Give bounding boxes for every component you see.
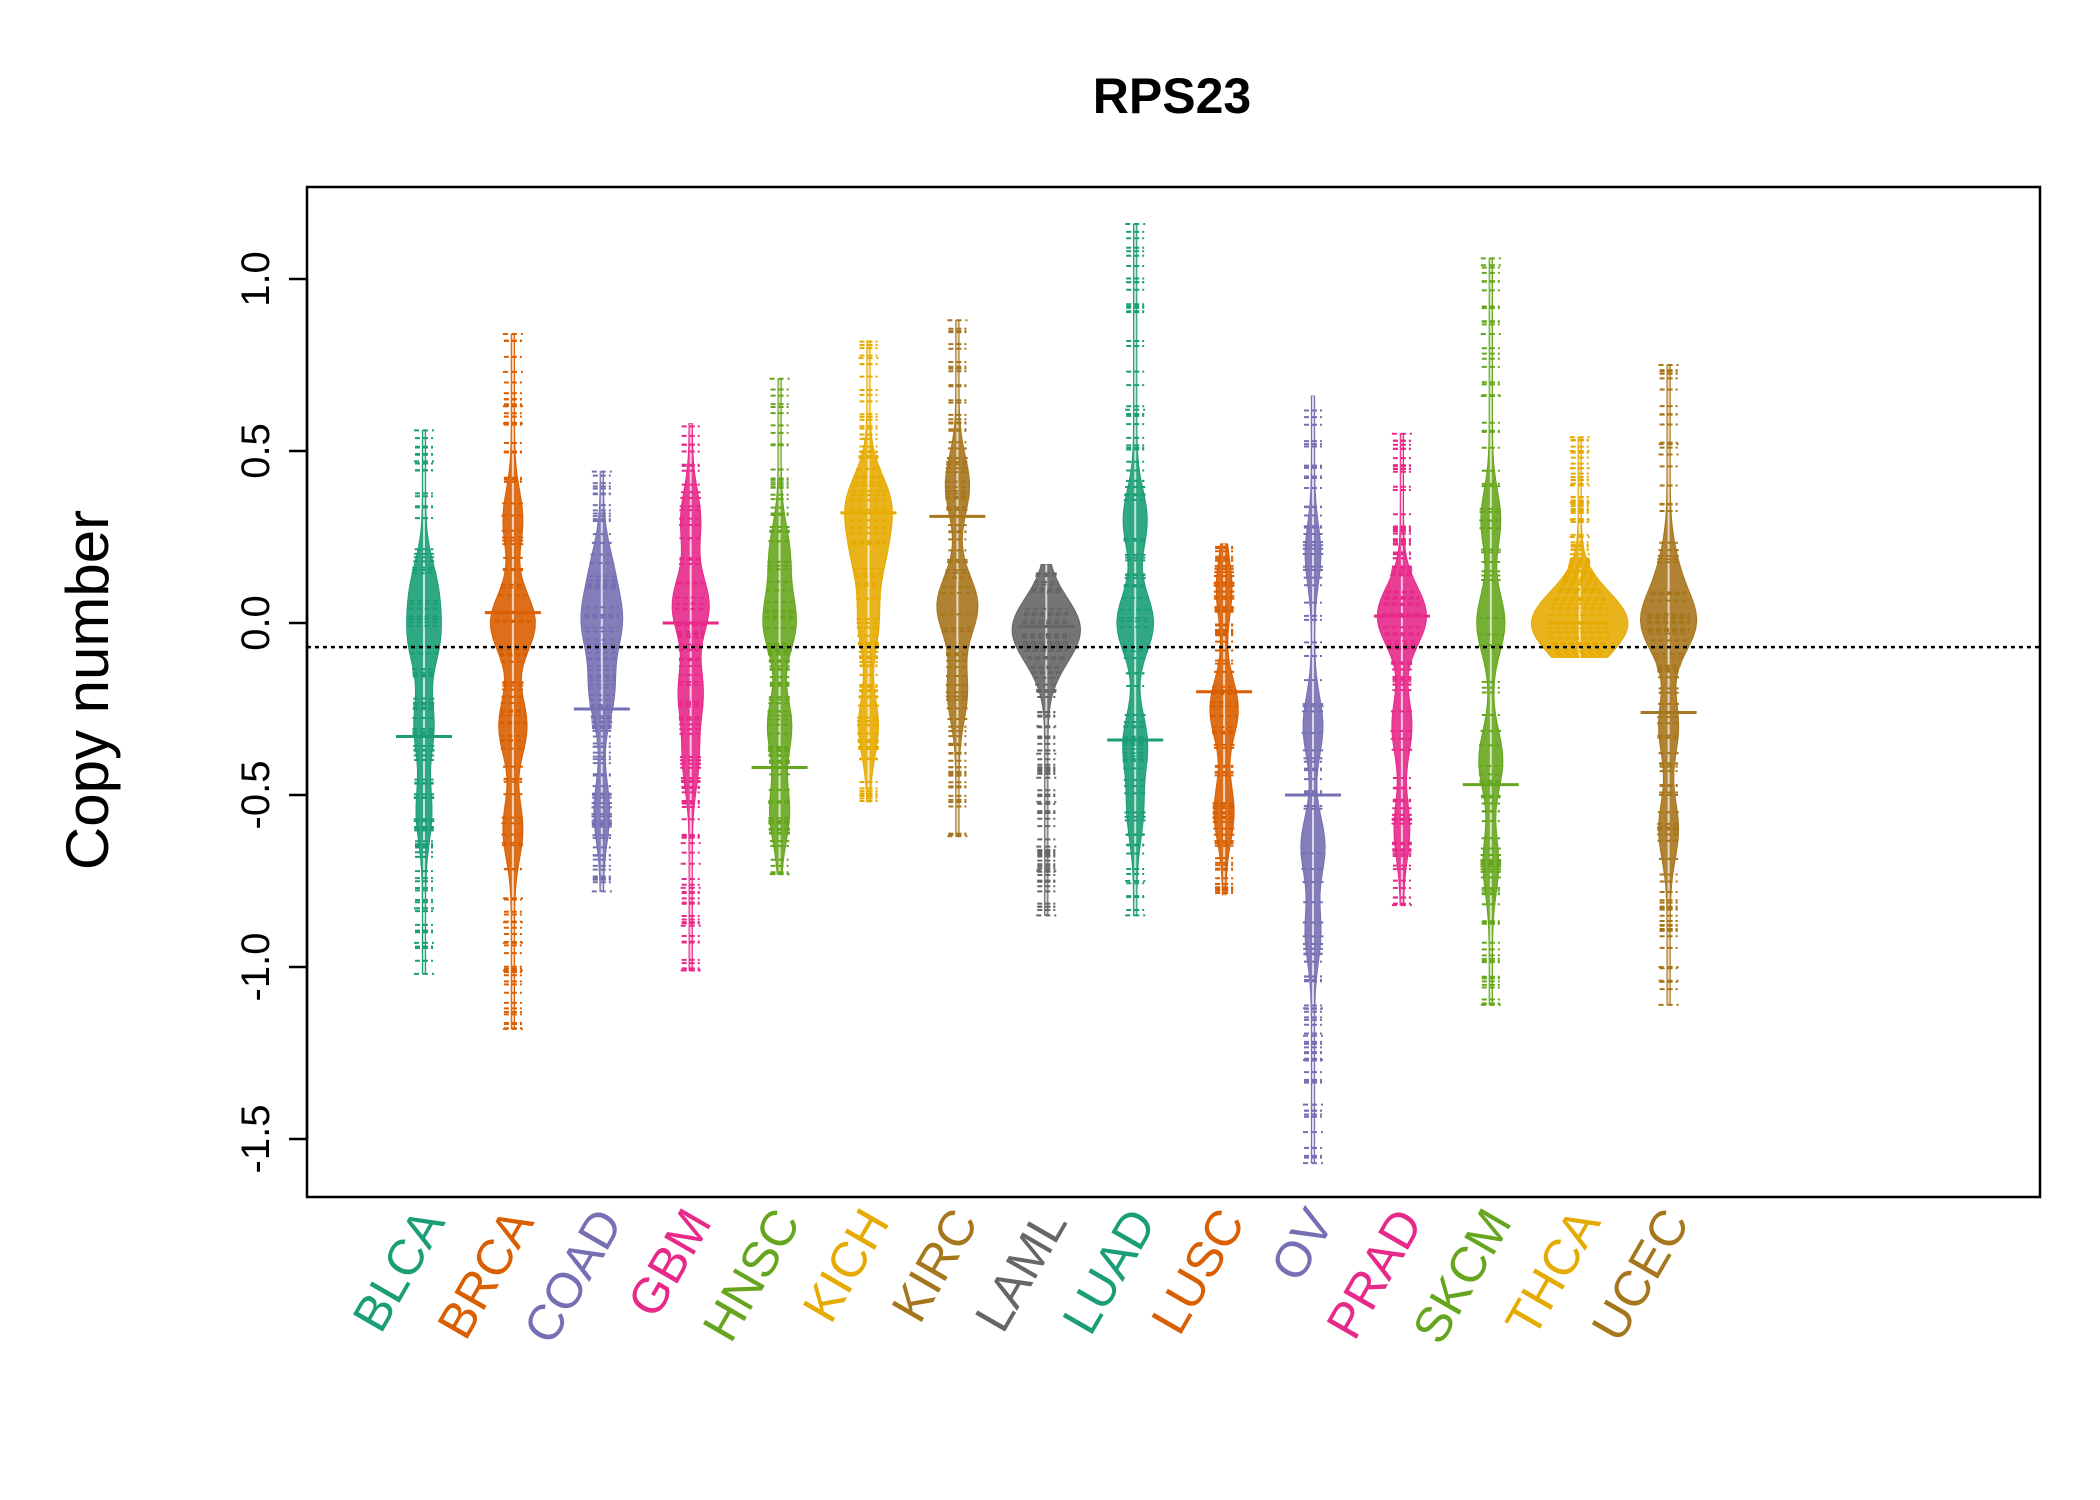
bean-ov bbox=[1285, 395, 1341, 1165]
bean-thca bbox=[1530, 436, 1629, 658]
bean-kirc bbox=[929, 319, 986, 838]
bean-laml bbox=[1011, 564, 1081, 917]
x-category-label: LUAD bbox=[1052, 1200, 1167, 1344]
bean-hnsc bbox=[751, 377, 808, 876]
y-tick-label: -0.5 bbox=[234, 761, 278, 830]
bean-luad bbox=[1107, 222, 1164, 917]
y-tick-label: 0.5 bbox=[234, 423, 278, 479]
x-category-label: OV bbox=[1260, 1199, 1345, 1290]
x-category-label: LUSC bbox=[1140, 1200, 1255, 1344]
bean-blca bbox=[396, 429, 452, 975]
bean-gbm bbox=[662, 422, 719, 972]
y-tick-label: -1.5 bbox=[234, 1105, 278, 1174]
y-axis: 1.0 0.5 0.0 -0.5 -1.0 -1.5 bbox=[234, 251, 309, 1174]
y-axis-label: Copy number bbox=[54, 510, 121, 870]
bean-coad bbox=[573, 470, 630, 893]
bean-ucec bbox=[1639, 364, 1698, 1006]
bean-lusc bbox=[1196, 543, 1253, 896]
y-tick-label: 0.0 bbox=[234, 595, 278, 651]
y-tick-label: -1.0 bbox=[234, 933, 278, 1002]
plot-area bbox=[307, 222, 2040, 1165]
x-category-label: KICH bbox=[792, 1200, 900, 1331]
chart-title: RPS23 bbox=[1093, 68, 1251, 124]
bean-brca bbox=[484, 333, 541, 1030]
y-tick-label: 1.0 bbox=[234, 251, 278, 307]
bean-prad bbox=[1373, 432, 1430, 907]
plot-frame bbox=[305, 185, 2042, 1199]
bean-skcm bbox=[1462, 257, 1519, 1006]
bean-kich bbox=[840, 340, 897, 803]
